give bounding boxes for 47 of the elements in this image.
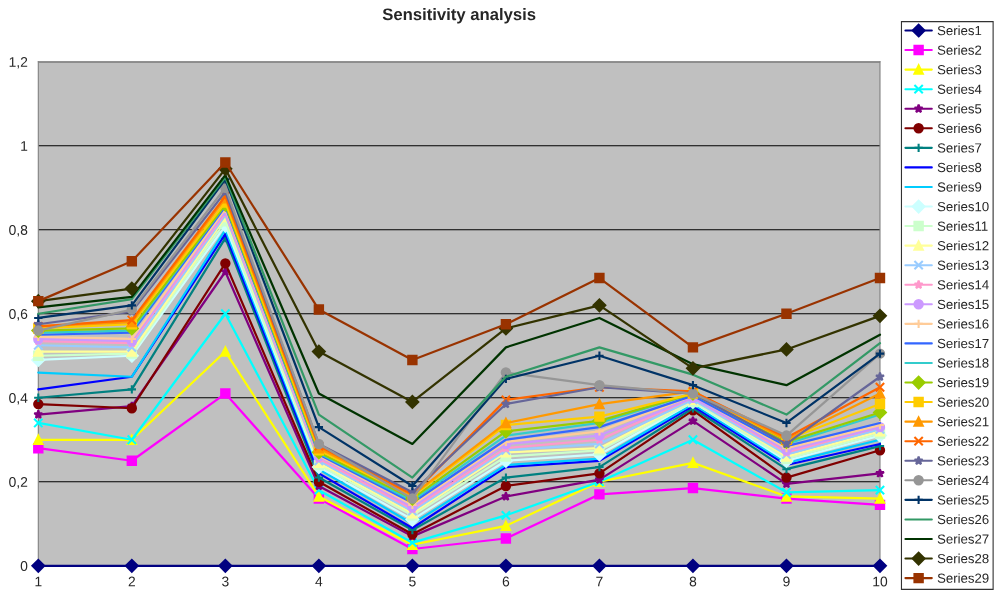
- legend-label: Series5: [937, 103, 982, 114]
- y-tick-label: 1: [21, 141, 28, 151]
- x-tick-label: 4: [315, 576, 323, 587]
- x-tick-label: 6: [502, 576, 510, 587]
- legend-label: Series16: [937, 318, 989, 329]
- y-tick-label: 1,2: [9, 57, 28, 69]
- x-tick-label: 9: [783, 576, 790, 587]
- legend-label: Series2: [937, 45, 982, 55]
- chart-title: Sensitivity analysis: [382, 7, 536, 24]
- legend-label: Series29: [937, 573, 989, 583]
- legend-label: Series12: [937, 240, 989, 251]
- legend-label: Series13: [937, 260, 989, 270]
- legend-label: Series28: [937, 553, 989, 564]
- legend-label: Series15: [937, 299, 989, 310]
- x-tick-label: 3: [222, 576, 229, 587]
- legend-label: Series26: [937, 514, 989, 525]
- legend-label: Series3: [937, 64, 982, 75]
- legend-label: Series10: [937, 201, 989, 212]
- x-tick-label: 5: [409, 576, 416, 587]
- legend-label: Series27: [937, 534, 989, 544]
- y-tick-label: 0,8: [9, 225, 28, 237]
- legend-label: Series20: [937, 397, 989, 407]
- legend-label: Series11: [937, 221, 988, 231]
- x-tick-label: 1: [35, 576, 42, 587]
- y-tick-label: 0,4: [9, 393, 28, 405]
- legend-label: Series4: [937, 84, 982, 94]
- x-tick-label: 10: [873, 576, 888, 587]
- legend-label: Series9: [937, 182, 982, 192]
- legend-label: Series17: [937, 338, 989, 349]
- legend-label: Series19: [937, 377, 989, 388]
- x-tick-label: 2: [128, 576, 135, 587]
- legend-label: Series14: [937, 279, 989, 290]
- x-tick-label: 7: [596, 576, 603, 587]
- legend-label: Series1: [937, 25, 982, 36]
- legend-label: Series24: [937, 475, 989, 486]
- legend-label: Series8: [937, 162, 982, 173]
- legend-label: Series25: [937, 494, 989, 505]
- legend-label: Series23: [937, 455, 989, 466]
- legend-label: Series21: [937, 416, 989, 427]
- legend-label: Series22: [937, 436, 989, 446]
- y-tick-label: 0,6: [9, 309, 28, 321]
- y-tick-label: 0,2: [9, 477, 28, 489]
- legend-label: Series6: [937, 123, 982, 134]
- legend-label: Series18: [937, 358, 989, 368]
- y-tick-label: 0: [20, 561, 28, 571]
- legend-label: Series7: [937, 142, 982, 153]
- x-tick-label: 8: [689, 576, 697, 587]
